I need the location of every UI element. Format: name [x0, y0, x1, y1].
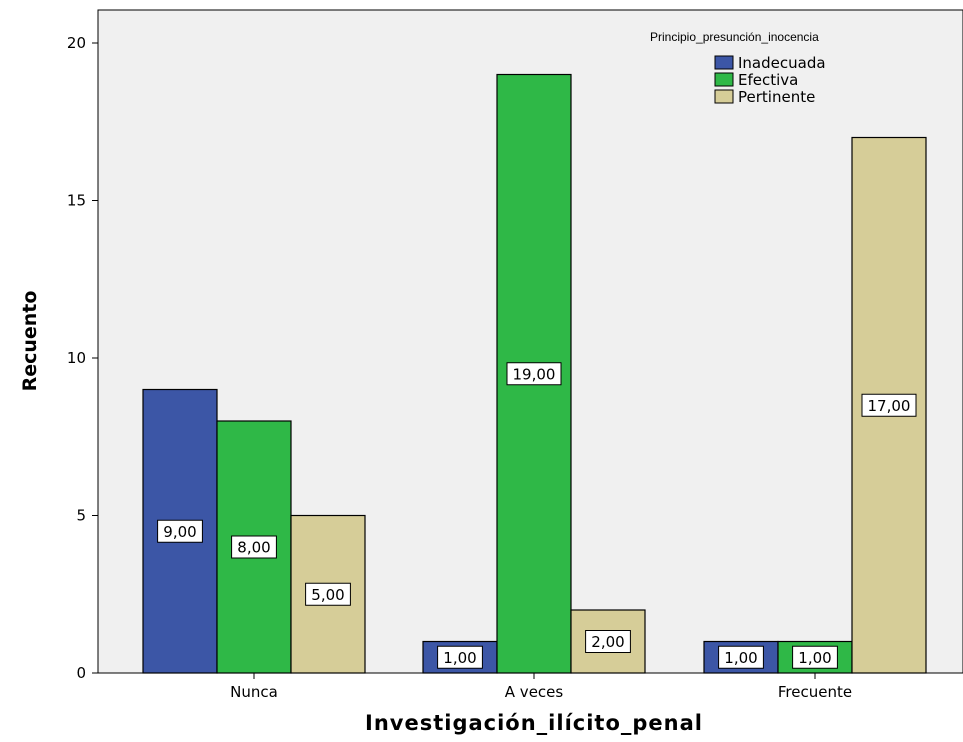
data-labels-layer: 9,00 1,00 1,00 8,00 19,00 1,00 5,00 2,00 17,00 [157, 362, 917, 669]
data-label-box [585, 630, 631, 653]
data-label-text: 9,00 [163, 523, 196, 541]
data-label-text: 1,00 [724, 649, 757, 667]
data-label-box [231, 535, 277, 559]
data-label: 19,00 [506, 362, 562, 386]
legend-item-inadecuada: Inadecuada [714, 54, 826, 72]
legend-label: Efectiva [738, 71, 798, 89]
data-label-text: 19,00 [513, 365, 556, 383]
y-tick-label: 5 [76, 507, 86, 525]
legend-title: Principio_presunción_inocencia [650, 30, 819, 44]
legend-label: Pertinente [738, 88, 815, 106]
x-tick-label: Frecuente [778, 683, 852, 701]
data-label-box [305, 582, 351, 606]
data-label-box [437, 645, 483, 669]
data-label-text: 5,00 [311, 586, 344, 604]
legend-label: Inadecuada [738, 54, 826, 72]
data-label: 17,00 [861, 393, 917, 417]
y-tick-label: 15 [67, 192, 86, 210]
data-label-text: 17,00 [868, 397, 911, 415]
data-label-box [792, 645, 838, 669]
data-label: 5,00 [305, 582, 351, 606]
data-label-text: 8,00 [237, 539, 270, 557]
data-label: 1,00 [437, 645, 483, 669]
y-tick-label: 20 [67, 34, 86, 52]
data-label-box [157, 519, 203, 543]
data-label: 1,00 [718, 645, 764, 669]
legend-swatch [714, 55, 734, 70]
x-tick-label: Nunca [230, 683, 278, 701]
y-tick-label: 0 [76, 664, 86, 682]
legend-swatch [714, 72, 734, 87]
data-label-text: 2,00 [591, 633, 624, 651]
legend: Principio_presunción_inocencia Inadecuad… [650, 30, 826, 106]
data-label-box [718, 645, 764, 669]
y-axis: 0 5 10 15 20 [67, 34, 98, 682]
data-label-box [861, 393, 917, 417]
data-label: 9,00 [157, 519, 203, 543]
x-axis: Nunca A veces Frecuente [230, 673, 852, 701]
data-label-text: 1,00 [798, 649, 831, 667]
data-label-text: 1,00 [443, 649, 476, 667]
legend-item-efectiva: Efectiva [714, 71, 798, 89]
data-label: 1,00 [792, 645, 838, 669]
y-axis-title: Recuento [19, 291, 41, 392]
x-axis-title: Investigación_ilícito_penal [365, 711, 703, 735]
data-label-box [506, 362, 562, 386]
data-label: 2,00 [585, 630, 631, 653]
x-tick-label: A veces [505, 683, 564, 701]
data-label: 8,00 [231, 535, 277, 559]
legend-swatch [714, 89, 734, 104]
y-tick-label: 10 [67, 349, 86, 367]
legend-item-pertinente: Pertinente [714, 88, 815, 106]
